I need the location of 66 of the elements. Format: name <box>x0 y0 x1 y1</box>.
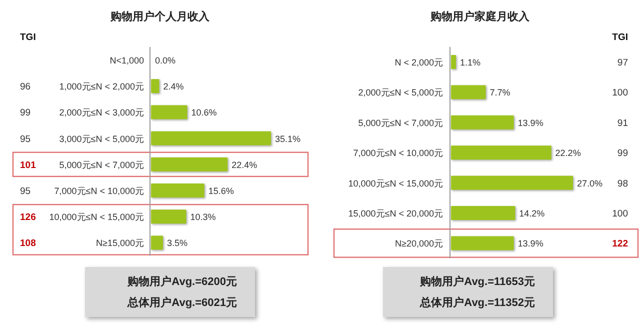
text: 100 <box>612 88 628 99</box>
data-label: 2.4% <box>163 82 184 92</box>
bar <box>151 105 188 120</box>
text: 101 <box>20 160 37 171</box>
bar <box>451 146 552 160</box>
bar <box>151 210 186 224</box>
data-label: 3.5% <box>166 238 188 248</box>
y-tick-label: 7,000元≤N < 10,000元 <box>54 186 144 196</box>
data-label: 10.3% <box>190 212 216 222</box>
data-label: 7.7% <box>490 88 510 98</box>
data-label: 1.1% <box>460 58 480 68</box>
text: 99 <box>20 108 31 119</box>
text: 91 <box>617 118 628 129</box>
data-label: 22.2% <box>555 148 581 158</box>
bar <box>451 55 456 69</box>
data-label: 27.0% <box>577 178 603 188</box>
text: 购物用户Avg.=6200元 <box>126 275 237 288</box>
chart-title: 购物用户家庭月收入 <box>430 10 530 23</box>
text: 97 <box>617 58 628 68</box>
bar <box>151 131 271 146</box>
text: 98 <box>617 178 628 190</box>
text: 100 <box>612 208 628 220</box>
data-label: 10.6% <box>191 108 217 118</box>
bar <box>451 236 514 250</box>
text: 购物用户Avg.=11653元 <box>419 275 535 288</box>
y-tick-label: 5,000元≤N < 7,000元 <box>358 118 443 128</box>
bar <box>151 236 163 250</box>
bar <box>451 115 514 130</box>
y-tick-label: 2,000元≤N < 5,000元 <box>358 88 443 98</box>
y-tick-label: 5,000元≤N < 7,000元 <box>59 160 144 170</box>
y-tick-label: 10,000元≤N < 15,000元 <box>49 212 144 222</box>
y-tick-label: N≥20,000元 <box>395 238 443 249</box>
bar <box>451 176 573 190</box>
y-tick-label: 10,000元≤N < 15,000元 <box>348 178 443 188</box>
data-label: 35.1% <box>275 134 301 144</box>
bar <box>451 206 516 220</box>
y-tick-label: N≥15,000元 <box>96 238 144 248</box>
text: 96 <box>20 82 31 93</box>
chart-title: 购物用户个人月收入 <box>110 10 210 23</box>
data-label: 22.4% <box>232 160 258 170</box>
text: 108 <box>20 238 36 250</box>
y-tick-label: 3,000元≤N < 5,000元 <box>59 134 144 144</box>
data-label: 14.2% <box>519 208 545 218</box>
data-label: 13.9% <box>518 238 544 249</box>
bar <box>151 184 204 198</box>
data-label: 0.0% <box>155 56 176 66</box>
text: 95 <box>20 134 31 145</box>
text: 122 <box>612 238 628 250</box>
data-label: 13.9% <box>518 118 544 128</box>
bar <box>151 157 228 172</box>
text: 总体用户Avg.=11352元 <box>419 296 535 309</box>
y-tick-label: 1,000元≤N < 2,000元 <box>59 82 144 92</box>
y-tick-label: 7,000元≤N < 10,000元 <box>353 148 443 158</box>
y-tick-label: 2,000元≤N < 3,000元 <box>59 108 144 118</box>
text: 99 <box>617 148 628 160</box>
y-tick-label: 15,000元≤N < 20,000元 <box>348 208 443 218</box>
bar <box>151 79 160 94</box>
text: 126 <box>20 212 36 224</box>
text: TGI <box>20 32 36 43</box>
text: 95 <box>20 186 31 197</box>
text: TGI <box>612 32 628 43</box>
y-tick-label: N < 2,000元 <box>394 58 443 68</box>
bar <box>451 85 486 100</box>
data-label: 15.6% <box>208 186 234 196</box>
text: 总体用户Avg.=6021元 <box>126 296 237 309</box>
y-tick-label: N<1,000 <box>110 56 144 66</box>
